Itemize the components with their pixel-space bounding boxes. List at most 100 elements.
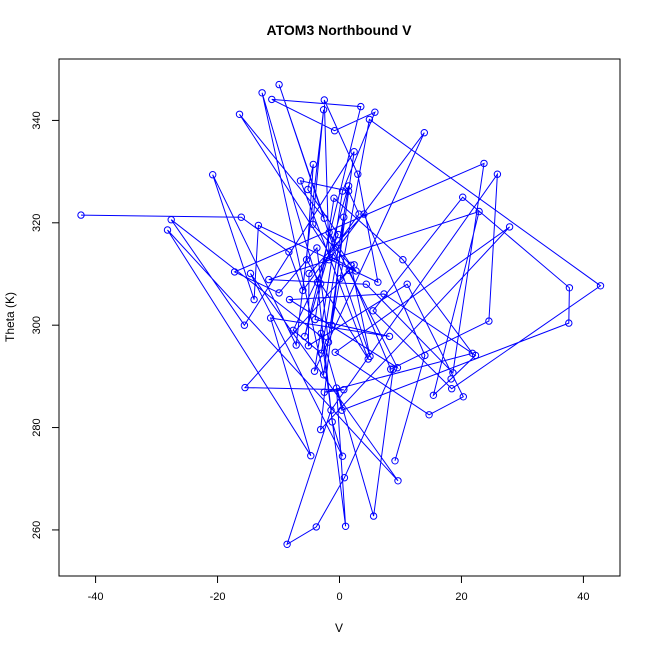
data-point — [345, 266, 353, 275]
data-point — [167, 216, 175, 224]
data-point — [319, 106, 328, 114]
data-point — [311, 315, 319, 324]
data-point — [399, 256, 407, 264]
data-point — [320, 388, 328, 396]
data-point — [209, 171, 217, 179]
data-point — [268, 95, 276, 104]
data-point — [380, 290, 388, 298]
data-point — [371, 108, 379, 116]
x-tick-label: 0 — [336, 591, 342, 603]
data-point — [285, 248, 293, 256]
data-point — [230, 268, 239, 276]
data-point — [355, 210, 363, 218]
data-point — [480, 159, 488, 168]
data-point — [317, 329, 325, 338]
y-tick-label: 280 — [31, 418, 43, 436]
data-point — [389, 365, 397, 373]
data-point — [313, 244, 321, 252]
data-point — [312, 523, 320, 531]
data-point — [77, 211, 85, 219]
data-point — [505, 223, 514, 231]
data-point — [344, 182, 353, 190]
data-point — [328, 418, 336, 426]
data-point — [468, 349, 477, 357]
data-point — [320, 96, 328, 104]
data-point — [354, 170, 362, 178]
y-tick-label: 320 — [31, 214, 43, 232]
data-point — [374, 278, 382, 286]
data-point — [387, 365, 395, 373]
data-point — [429, 391, 438, 399]
x-tick-label: 40 — [577, 591, 589, 603]
data-point — [240, 321, 249, 329]
data-point — [307, 452, 315, 460]
data-point — [420, 129, 428, 137]
x-tick-label: 20 — [455, 591, 467, 603]
data-point — [289, 326, 297, 334]
y-axis-label: Theta (K) — [3, 292, 17, 342]
data-point — [254, 221, 263, 230]
data-point — [332, 384, 341, 392]
data-point — [485, 317, 493, 325]
data-point — [340, 474, 349, 482]
data-point — [283, 540, 291, 548]
data-point — [338, 452, 347, 460]
data-series — [77, 80, 605, 548]
data-point — [475, 207, 483, 216]
data-point — [369, 307, 377, 315]
data-point — [421, 351, 429, 360]
data-point — [302, 256, 311, 264]
data-point — [449, 369, 457, 377]
data-point — [235, 110, 244, 119]
data-point — [275, 80, 283, 89]
x-tick-label: -40 — [88, 591, 104, 603]
data-point — [340, 213, 348, 221]
data-point — [350, 261, 358, 269]
series-line — [80, 84, 602, 546]
data-point — [250, 295, 258, 304]
data-point — [330, 194, 338, 202]
data-point — [285, 295, 294, 304]
y-tick-label: 300 — [31, 316, 43, 334]
data-point — [493, 170, 502, 178]
data-point — [331, 348, 339, 356]
data-point — [357, 102, 365, 111]
data-point — [330, 127, 339, 135]
data-point — [385, 332, 394, 341]
data-point — [448, 385, 456, 393]
data-point — [394, 477, 402, 485]
data-point — [296, 177, 305, 185]
data-point — [565, 319, 573, 327]
data-point — [336, 274, 344, 283]
data-point — [360, 210, 368, 218]
x-tick-label: -20 — [210, 591, 226, 603]
data-point — [241, 383, 249, 392]
data-point — [347, 261, 355, 269]
data-point — [328, 253, 336, 262]
data-point — [316, 425, 325, 434]
data-point — [301, 332, 309, 341]
data-point — [565, 284, 574, 292]
x-axis-label: V — [335, 621, 343, 635]
data-point — [366, 352, 374, 361]
data-point — [258, 89, 266, 97]
data-point — [340, 386, 348, 394]
data-point — [341, 522, 350, 530]
data-point — [266, 314, 275, 322]
data-point — [324, 338, 333, 346]
data-point — [320, 214, 328, 222]
data-point — [403, 280, 411, 288]
data-point — [319, 371, 328, 379]
y-tick-label: 260 — [31, 521, 43, 539]
data-point — [317, 349, 325, 357]
data-point — [327, 321, 336, 329]
data-point — [305, 269, 313, 278]
data-point — [163, 226, 172, 234]
data-point — [393, 364, 402, 372]
data-point — [365, 115, 374, 124]
data-point — [246, 269, 255, 278]
data-point — [350, 148, 358, 156]
data-point — [327, 406, 335, 414]
data-point — [237, 213, 246, 221]
